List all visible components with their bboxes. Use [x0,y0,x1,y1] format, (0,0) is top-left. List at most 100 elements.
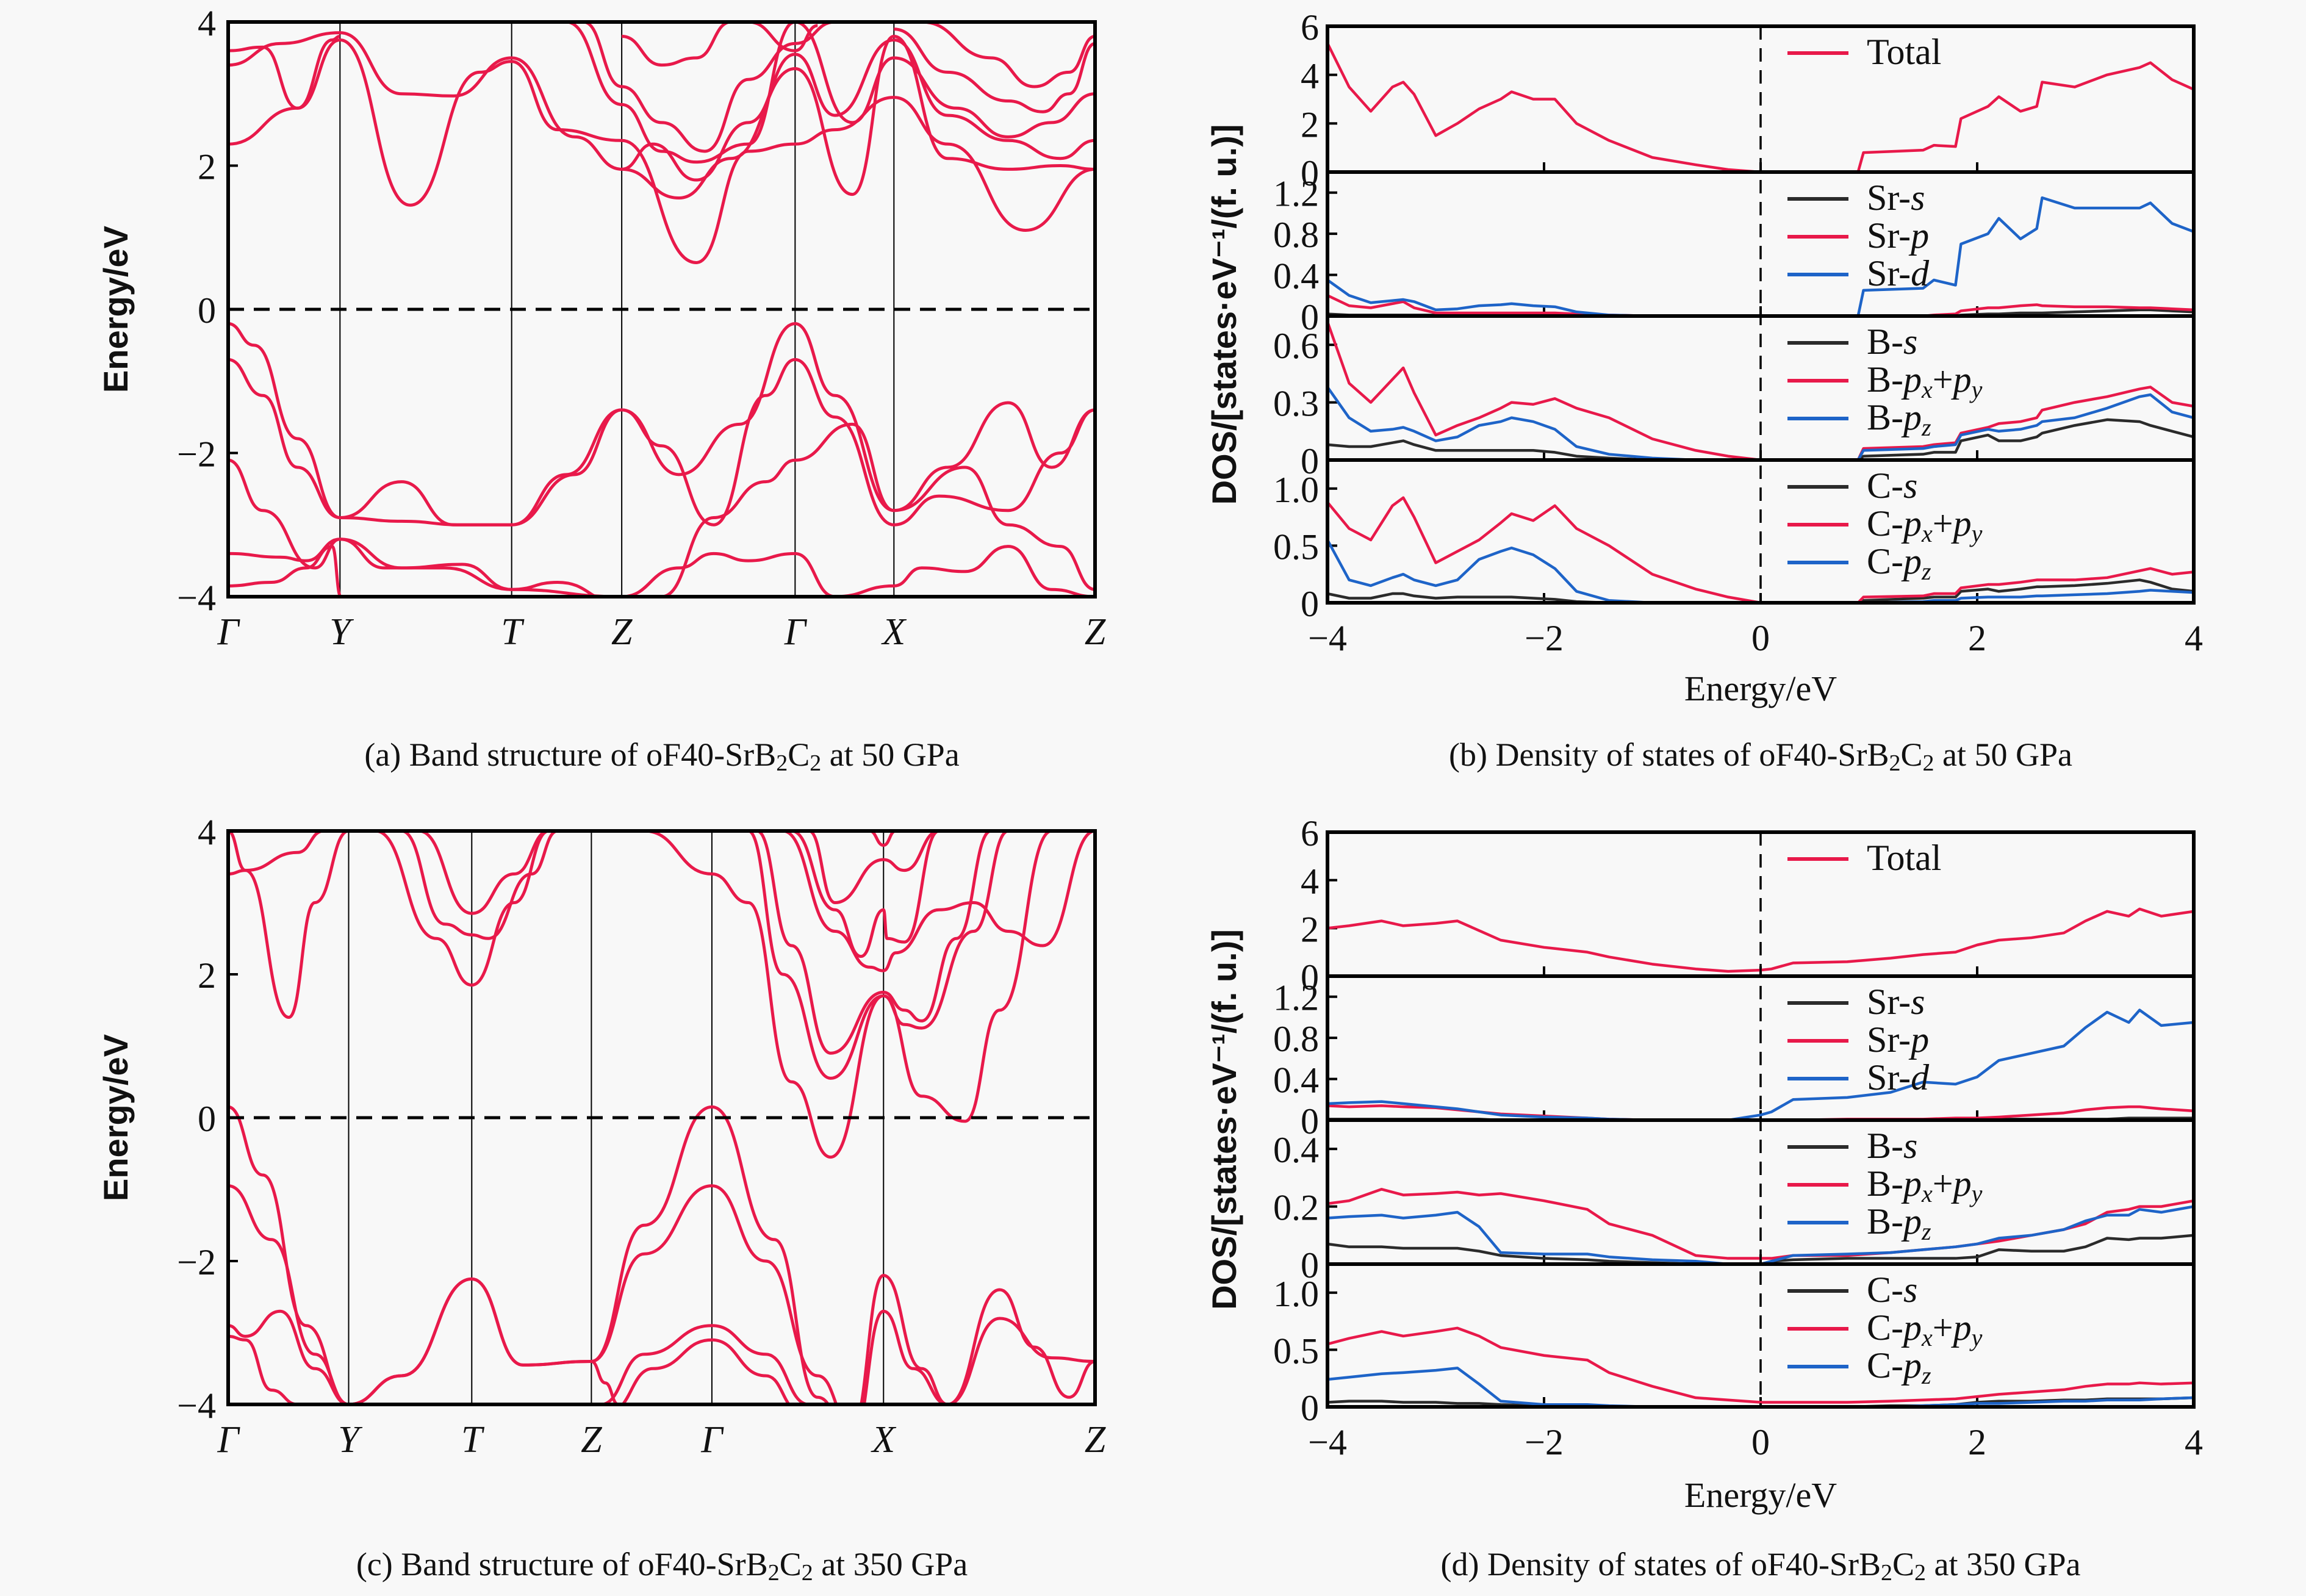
x-tick-label: 4 [2185,1422,2203,1462]
y-tick-label: 0 [1301,1101,1319,1141]
band-line [869,831,896,847]
legend-text: C- [1867,1307,1903,1348]
y-tick-label: −4 [177,578,216,618]
y-tick-label: 0.5 [1273,1331,1319,1371]
band-line [566,22,1095,164]
legend-text: Sr- [1867,1057,1911,1098]
kpoint-label: Z [1085,1419,1106,1461]
legend-label: Sr-p [1867,215,1929,256]
band-line [228,831,350,1019]
band-line [228,35,340,110]
series-group [1327,1326,2194,1407]
legend-text: B- [1867,1163,1903,1204]
legend-label: Sr-s [1867,982,1925,1022]
legend-text: y [1969,1324,1983,1351]
legend-text: B- [1867,397,1903,437]
caption-part: (c) Band structure of oF40-SrB [356,1546,768,1583]
bands [228,22,1095,597]
series-group [1327,42,2194,172]
x-tick-label: −4 [1308,1422,1347,1462]
legend-text: x [1921,520,1933,547]
legend-text: p [1901,359,1922,400]
y-tick-label: 0.5 [1273,527,1319,567]
legend-text: p [1951,359,1972,400]
legend-label: B-px+py [1867,1163,1983,1207]
caption: (b) Density of states of oF40-SrB2C2 at … [1449,736,2072,776]
legend-text: s [1903,322,1917,362]
legend-text: B- [1867,1201,1903,1242]
legend-label: Sr-p [1867,1019,1929,1060]
kpoint-label: Z [581,1419,602,1461]
legend-label: B-s [1867,322,1917,362]
caption-part: 2 [776,750,788,776]
x-tick-label: 2 [1968,618,1986,658]
caption-part: at 50 GPa [821,736,960,773]
legend-label: Sr-d [1867,1057,1930,1098]
dos-subplot: 00.51.0 C-sC-px+pyC-pz [1273,458,2196,624]
dos-series-line [1327,578,2194,603]
band-structure-panel-a: Γ Y T Z Γ X Z −4 −2 0 2 4 Energy/eV [96,3,1106,653]
series-group [1327,1188,2194,1264]
legend-text: Sr- [1867,253,1911,293]
legend-text: Sr- [1867,178,1911,218]
band-line [921,22,1095,88]
dos-series-line [1327,42,2194,172]
kpoint-label: Γ [217,1419,240,1461]
legend-text: Sr- [1867,982,1911,1022]
y-tick-label: 0 [1301,297,1319,337]
y-tick-label: 4 [1301,861,1319,902]
caption-part: at 350 GPa [1926,1546,2081,1583]
legend-text: z [1921,1362,1931,1389]
dos-series-line [1327,196,2194,316]
legend-text: d [1911,253,1930,293]
legend-label: B-pz [1867,397,1931,441]
caption-part: C [1900,736,1922,773]
caption-part: 2 [768,1560,780,1586]
y-tick-label: 1.0 [1273,470,1319,510]
y-tick-label: 0 [198,290,216,331]
caption: (c) Band structure of oF40-SrB2C2 at 350… [356,1546,968,1586]
y-tick-label: 1.2 [1273,978,1319,1018]
legend-text: B- [1867,322,1903,362]
kpoint-label: T [461,1419,485,1461]
legend-text: x [1921,1180,1933,1207]
x-tick-label: 0 [1751,1422,1770,1462]
legend-label: C-pz [1867,541,1931,585]
legend-text: C- [1867,1270,1903,1310]
dos-subplot: 0 2 4 6 Total [1301,7,2196,193]
caption-part: (d) Density of states of oF40-SrB [1441,1546,1881,1583]
kpoint-label: T [501,611,525,653]
y-tick-label: 0.4 [1273,256,1319,297]
band-line [782,831,1095,972]
y-tick-label: 0 [1301,153,1319,193]
dos-series-line [1327,386,2194,460]
legend-text: p [1901,1307,1922,1348]
legend-text: C- [1867,541,1903,581]
dos-series-line [1327,496,2194,603]
legend-text: Sr- [1867,215,1911,256]
y-tick-label: 6 [1301,813,1319,854]
caption-part: (a) Band structure of oF40-SrB [364,736,776,773]
caption-part: 2 [1914,1560,1926,1586]
x-tick-label: 0 [1751,618,1770,658]
y-tick-label: 0.2 [1273,1188,1319,1228]
y-tick-label: 4 [198,812,216,852]
legend-text: + [1933,359,1953,400]
legend-label: C-pz [1867,1345,1931,1389]
y-tick-label: 2 [1301,909,1319,949]
legend-label: B-px+py [1867,359,1983,403]
band-line [228,1309,349,1404]
dos-series-line [1327,1326,2194,1404]
kpoint-label: X [880,611,907,653]
band-line [375,831,550,987]
legend-text: s [1903,1126,1917,1166]
y-tick-label: 4 [198,3,216,43]
band-line [228,537,1095,597]
band-line [747,831,1009,1080]
dos-subplot: 0 2 4 6 Total [1301,813,2196,998]
legend-text: y [1969,1180,1983,1207]
legend-text: x [1921,376,1933,403]
legend-text: B- [1867,1126,1903,1166]
caption: (d) Density of states of oF40-SrB2C2 at … [1441,1546,2081,1586]
